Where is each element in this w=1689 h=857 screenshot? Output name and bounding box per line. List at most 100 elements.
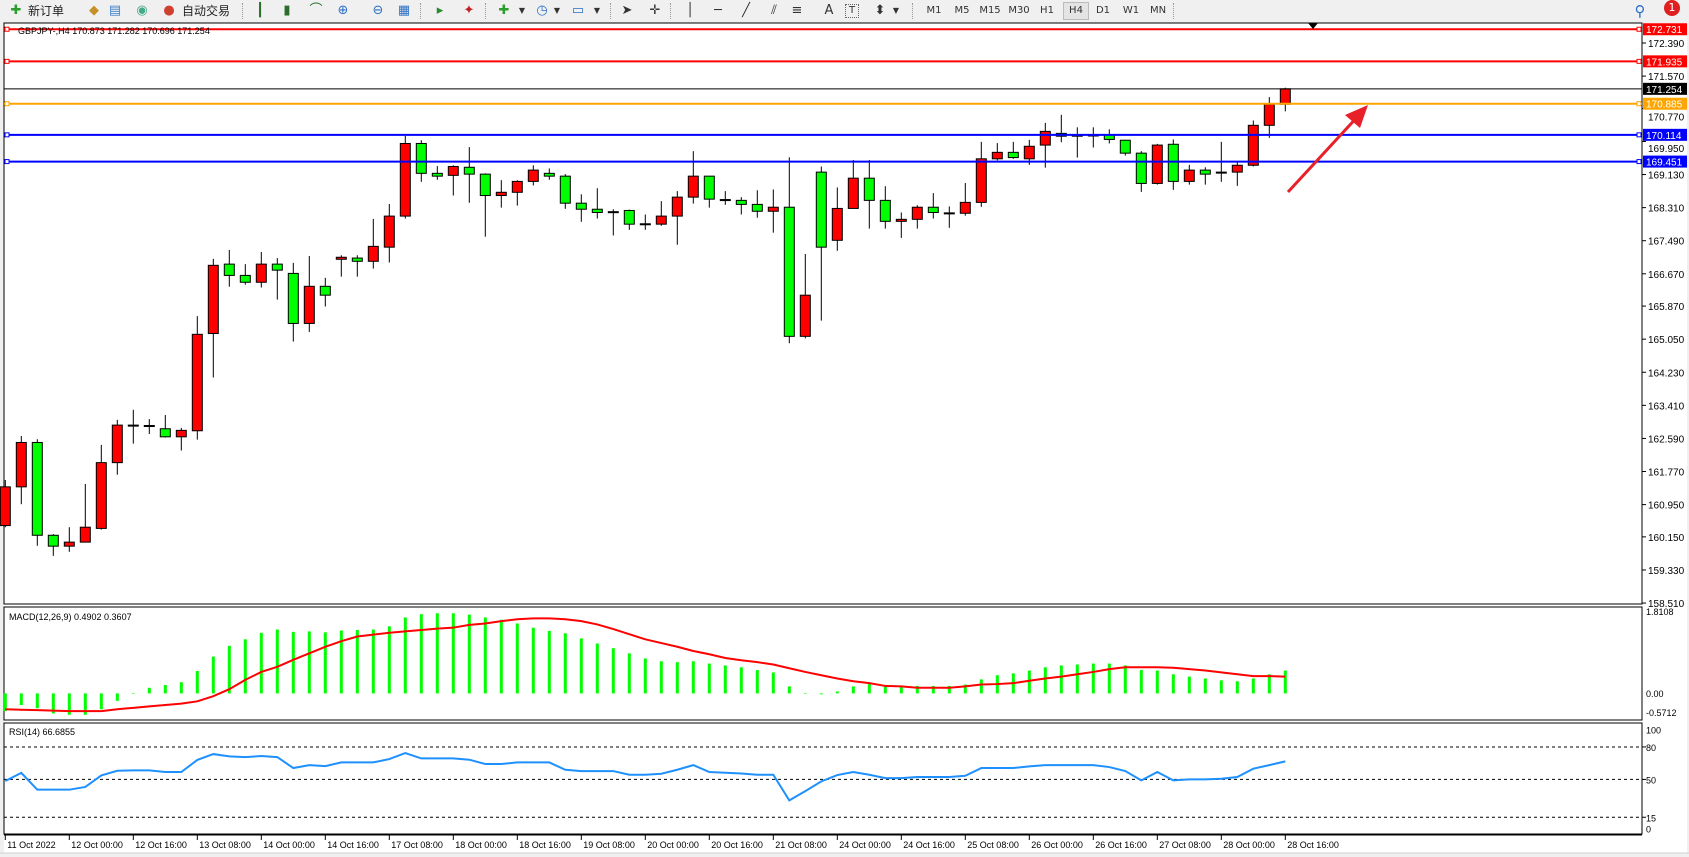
candle-body [255,263,267,283]
chevron-down-icon[interactable]: ▼ [593,6,601,15]
price-axis-label: 162.590 [1648,434,1685,445]
macd-histogram-bar [323,632,327,694]
timeframe-w1[interactable]: W1 [1122,5,1140,16]
price-level-label: 171.254 [1646,85,1683,96]
timeframe-h1[interactable]: H1 [1040,5,1054,16]
candle-body [399,142,411,217]
chevron-down-icon[interactable]: ▼ [553,6,561,15]
timeframe-mn[interactable]: MN [1149,5,1167,16]
macd-histogram-bar [1075,664,1079,694]
line-chart-icon[interactable]: ⌒ [309,3,323,18]
macd-histogram-bar [275,629,279,694]
toolbar: ✚ 新订单 ◆ ▤ ◉ ● 自动交易 ┃ ▮ ⌒ ⊕ ⊖ ▦ ▸ ✦ ✚ ▼ ◷… [0,0,1689,23]
macd-histogram-bar [355,630,359,694]
price-axis-label: 171.570 [1648,72,1685,83]
auto-scroll-icon[interactable]: ✦ [463,3,475,18]
price-axis-label: 161.770 [1648,468,1685,479]
macd-histogram-bar [1187,676,1191,694]
candle-body [1151,144,1163,184]
timeframe-d1[interactable]: D1 [1095,5,1111,16]
candle [175,427,187,451]
candle-body [1183,169,1195,182]
market-watch-icon[interactable]: ◆ [89,3,99,18]
timeframe-m30[interactable]: M30 [1008,5,1030,16]
candle-body [559,175,571,204]
candle-body [847,177,859,209]
candle-body [527,169,539,182]
auto-trading-button[interactable]: 自动交易 [182,4,231,18]
candle-body [511,180,523,193]
notification-badge[interactable]: 1 [1664,0,1680,16]
candle [1135,151,1147,192]
tile-windows-icon[interactable]: ▦ [397,3,411,18]
templates-icon[interactable]: ▭ [571,3,585,18]
timeframe-m1[interactable]: M1 [926,5,942,16]
candle-body [367,245,379,262]
time-axis-label: 28 Oct 00:00 [1223,840,1275,850]
price-axis-label: 160.950 [1648,501,1685,512]
new-order-button[interactable]: 新订单 [28,4,65,18]
price-level-tag [1643,155,1687,168]
trendline-icon[interactable]: ╱ [742,3,750,18]
text-label-icon[interactable]: T [845,4,859,18]
timeframe-h4[interactable]: H4 [1063,2,1089,20]
macd-histogram-bar [1267,674,1271,694]
candle-body [719,199,731,202]
candle-body [447,165,459,176]
text-tool-icon[interactable]: A [824,3,834,18]
candle [751,190,763,218]
macd-histogram-bar [771,672,775,694]
time-axis-label: 13 Oct 08:00 [199,840,251,850]
candle-body [671,196,683,217]
macd-histogram-bar [307,631,311,694]
macd-histogram-bar [867,683,871,694]
candlestick-chart-icon[interactable]: ▮ [283,3,291,18]
price-level-tag [1643,55,1687,68]
bar-chart-icon[interactable]: ┃ [256,3,264,18]
candle [47,534,59,556]
terminal-icon[interactable]: ◉ [136,3,148,18]
vertical-line-icon[interactable]: │ [686,3,694,18]
macd-histogram-bar [579,638,583,694]
horizontal-line-icon[interactable]: ─ [714,3,722,18]
candle [527,165,539,186]
macd-pane[interactable]: 1.8108 0.00 -0.5712 [3,606,1677,721]
candle [799,254,811,339]
macd-histogram-bar [83,693,87,715]
macd-histogram-bar [1139,670,1143,694]
zoom-in-icon[interactable]: ⊕ [337,3,349,18]
price-pane[interactable]: 172.390 171.570 170.770 169.950 169.130 168.3… [0,22,1687,610]
candle [639,214,651,230]
time-axis-label: 18 Oct 16:00 [519,840,571,850]
auto-trading-icon[interactable]: ● [163,3,175,18]
chevron-down-icon[interactable]: ▼ [518,6,526,15]
indicators-icon[interactable]: ✚ [498,3,510,18]
new-order-icon[interactable]: ✚ [10,3,22,18]
macd-histogram-bar [147,687,151,694]
navigator-icon[interactable]: ▤ [108,3,122,18]
candle [255,252,267,288]
timeframe-m15[interactable]: M15 [979,5,1001,16]
chart-window[interactable]: 172.390 171.570 170.770 169.950 169.130 168.3… [0,22,1689,857]
arrows-icon[interactable]: ⬍ [874,3,886,18]
zoom-out-icon[interactable]: ⊖ [372,3,384,18]
fibonacci-icon[interactable]: ≡ [791,3,803,18]
candle [559,174,571,209]
timeframe-m5[interactable]: M5 [954,5,970,16]
candle-body [431,172,443,177]
chart-shift-icon[interactable]: ▸ [436,3,444,18]
candle-body [207,264,219,335]
equidistant-channel-icon[interactable]: ⫽ [771,3,777,18]
cursor-icon[interactable]: ➤ [621,3,633,18]
candle [319,277,331,307]
macd-histogram-bar [803,693,807,694]
search-icon[interactable]: ⚲ [1634,2,1646,20]
periods-clock-icon[interactable]: ◷ [536,3,548,18]
macd-histogram-bar [67,693,71,715]
candle [1007,141,1019,159]
chevron-down-icon[interactable]: ▼ [892,6,900,15]
crosshair-icon[interactable]: ✛ [649,3,661,18]
candle [783,157,795,344]
macd-histogram-bar [195,671,199,694]
rsi-pane[interactable]: 100 80 50 15 0 [3,722,1661,835]
